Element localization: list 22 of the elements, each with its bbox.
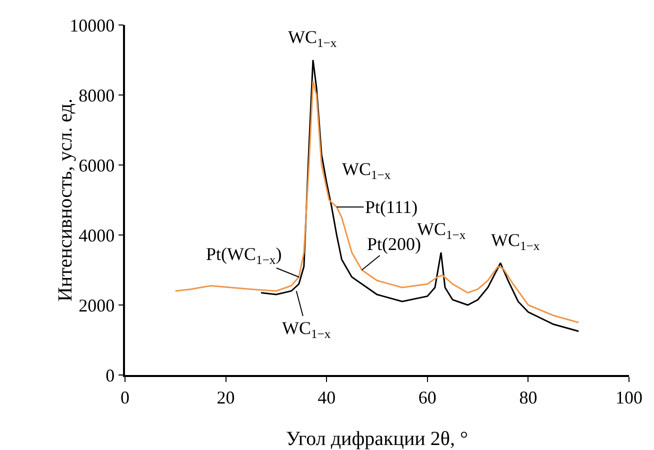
annotation: Pt(200): [367, 234, 422, 254]
annotation: WC$_{1−x}$: [282, 318, 332, 341]
annotation: WC$_{1−x}$: [288, 27, 338, 50]
y-tick-label: 2000: [78, 295, 115, 316]
y-tick-label: 0: [106, 365, 115, 386]
y-tick-label: 8000: [78, 85, 115, 106]
x-tick-label: 80: [519, 387, 538, 408]
x-tick-label: 100: [616, 387, 642, 408]
annotation: Pt(WC$_{1−x}$): [206, 244, 282, 267]
x-tick-label: 20: [216, 387, 235, 408]
x-tick-label: 0: [120, 387, 130, 408]
y-axis-title: Интенсивность, усл. ед.: [54, 98, 77, 302]
line-series: [174, 80, 580, 324]
x-tick-label: 60: [418, 387, 436, 408]
annotation: WC$_{1−x}$: [491, 230, 540, 253]
y-tick-label: 10000: [70, 15, 115, 36]
y-tick-label: 4000: [78, 225, 115, 246]
x-tick-label: 40: [318, 387, 336, 408]
y-tick-label: 6000: [78, 155, 115, 176]
x-axis-title: Угол дифракции 2θ, °: [286, 428, 468, 450]
annotation: Pt(111): [365, 197, 418, 217]
annotation: WC$_{1−x}$: [342, 159, 392, 182]
